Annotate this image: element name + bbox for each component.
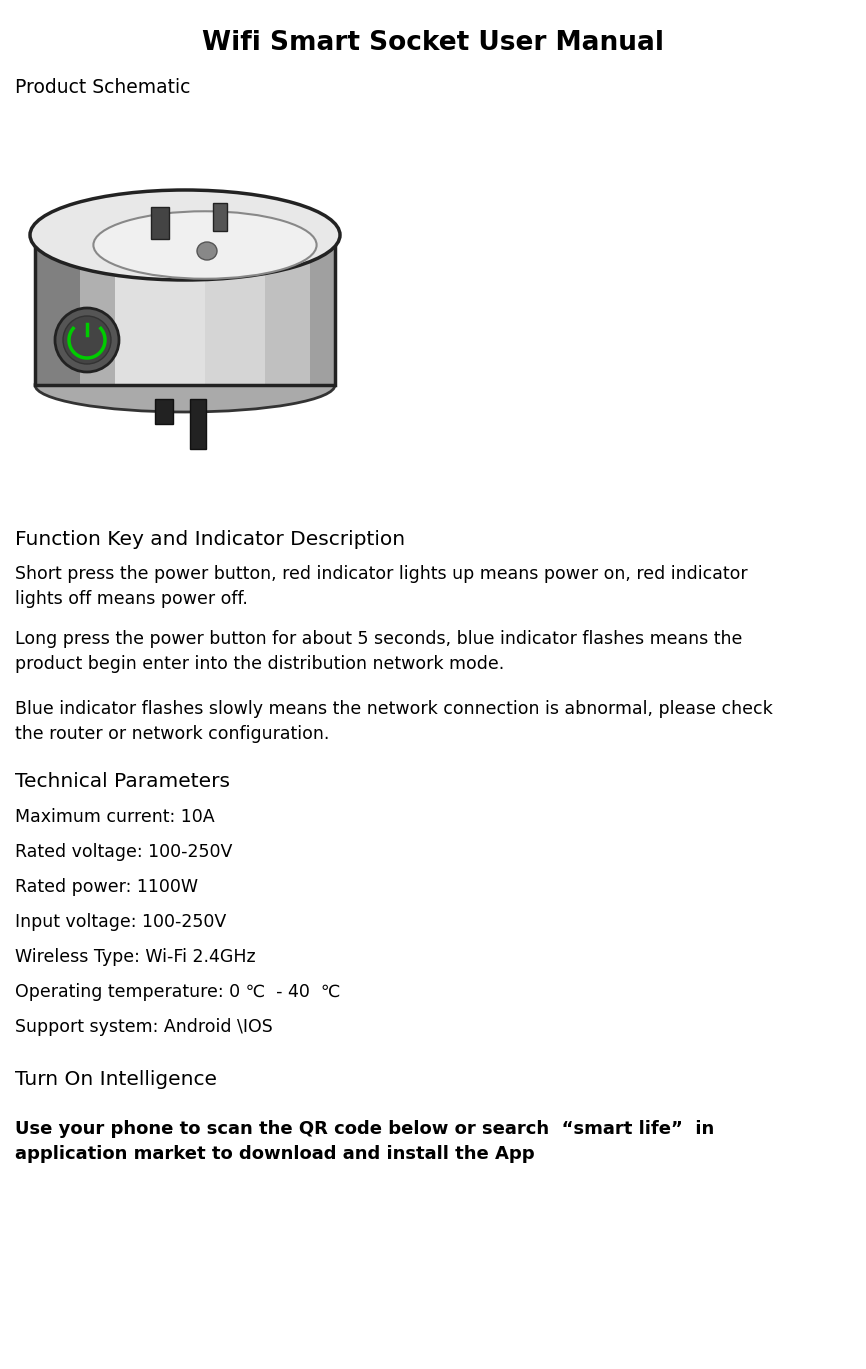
Text: Wireless Type: Wi-Fi 2.4GHz: Wireless Type: Wi-Fi 2.4GHz — [15, 947, 255, 967]
Bar — [265, 235, 310, 385]
Bar — [151, 207, 169, 240]
Text: Input voltage: 100-250V: Input voltage: 100-250V — [15, 913, 226, 931]
Bar — [155, 398, 173, 423]
Text: Rated voltage: 100-250V: Rated voltage: 100-250V — [15, 843, 232, 861]
Ellipse shape — [30, 190, 340, 281]
Bar — [35, 235, 335, 385]
Text: Blue indicator flashes slowly means the network connection is abnormal, please c: Blue indicator flashes slowly means the … — [15, 700, 772, 743]
Bar — [80, 235, 115, 385]
Text: Support system: Android \IOS: Support system: Android \IOS — [15, 1019, 273, 1036]
Circle shape — [55, 308, 119, 372]
Text: Rated power: 1100W: Rated power: 1100W — [15, 878, 198, 895]
Text: Maximum current: 10A: Maximum current: 10A — [15, 808, 215, 826]
Text: Use your phone to scan the QR code below or search  “smart life”  in
application: Use your phone to scan the QR code below… — [15, 1120, 714, 1164]
Bar — [213, 203, 227, 231]
Bar — [190, 398, 206, 449]
Text: Long press the power button for about 5 seconds, blue indicator flashes means th: Long press the power button for about 5 … — [15, 630, 742, 674]
Circle shape — [63, 316, 111, 364]
Text: Wifi Smart Socket User Manual: Wifi Smart Socket User Manual — [202, 30, 664, 56]
Text: Function Key and Indicator Description: Function Key and Indicator Description — [15, 530, 405, 549]
Bar — [205, 235, 265, 385]
Text: Technical Parameters: Technical Parameters — [15, 772, 230, 791]
Bar — [35, 235, 80, 385]
Ellipse shape — [35, 359, 335, 412]
Bar — [310, 235, 335, 385]
Text: Turn On Intelligence: Turn On Intelligence — [15, 1071, 217, 1088]
Ellipse shape — [94, 211, 317, 279]
Text: Short press the power button, red indicator lights up means power on, red indica: Short press the power button, red indica… — [15, 565, 747, 608]
Ellipse shape — [197, 242, 217, 260]
Text: Operating temperature: 0 ℃  - 40  ℃: Operating temperature: 0 ℃ - 40 ℃ — [15, 983, 340, 1001]
Bar — [115, 235, 205, 385]
Text: Product Schematic: Product Schematic — [15, 78, 191, 97]
